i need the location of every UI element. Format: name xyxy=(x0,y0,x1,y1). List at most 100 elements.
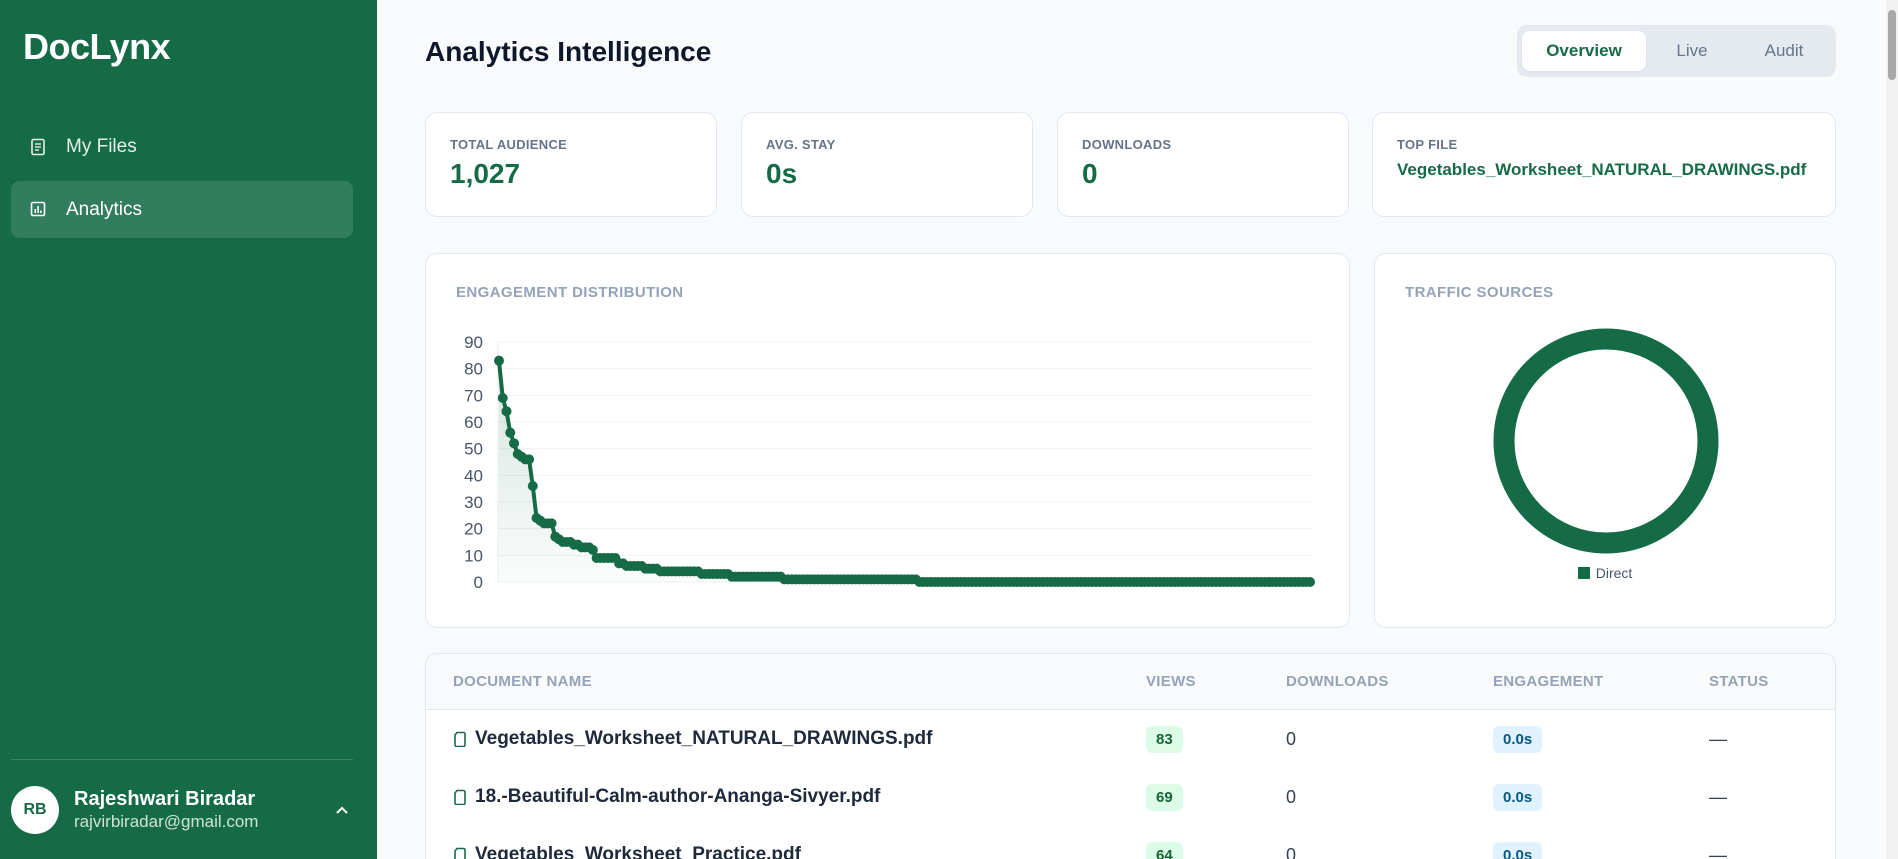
engagement-cell: 0.0s xyxy=(1493,826,1543,859)
engagement-cell: 0.0s xyxy=(1493,710,1543,768)
engagement-chart-card: ENGAGEMENT DISTRIBUTION 0 10 20 30 40 50 60 70 8… xyxy=(425,253,1350,628)
legend-swatch xyxy=(1577,567,1590,579)
y-tick-label: 30 xyxy=(464,493,483,512)
views-badge: 69 xyxy=(1146,783,1183,811)
stat-value: 0 xyxy=(1082,158,1098,189)
sidebar-item-analytics[interactable]: Analytics xyxy=(11,181,353,238)
chevron-up-icon[interactable] xyxy=(331,799,353,821)
y-tick-label: 70 xyxy=(464,386,483,405)
user-info: Rajeshwari Biradar rajvirbiradar@gmail.c… xyxy=(74,787,331,833)
data-point xyxy=(527,481,538,491)
column-header-status[interactable]: STATUS xyxy=(1709,673,1769,690)
document-name: Vegetables_Worksheet_Practice.pdf xyxy=(475,844,801,859)
status-cell: — xyxy=(1709,786,1727,807)
y-tick-label: 0 xyxy=(474,573,483,592)
status-cell: — xyxy=(1709,844,1727,859)
engagement-line-chart: 0 10 20 30 40 50 60 70 80 90 xyxy=(464,333,1315,592)
traffic-sources-card: TRAFFIC SOURCES Direct xyxy=(1374,253,1836,628)
table-row[interactable]: 18.-Beautiful-Calm-author-Ananga-Sivyer.… xyxy=(426,768,1835,826)
stat-card-total-audience: TOTAL AUDIENCE 1,027 xyxy=(425,112,717,217)
series-area xyxy=(499,360,1310,582)
column-header-document-name[interactable]: DOCUMENT NAME xyxy=(453,673,592,690)
sidebar-item-my-files[interactable]: My Files xyxy=(11,118,353,175)
view-tabs: Overview Live Audit xyxy=(1517,25,1836,77)
status-cell: — xyxy=(1709,728,1727,749)
table-row[interactable]: Vegetables_Worksheet_Practice.pdf 64 0 0… xyxy=(426,826,1835,859)
stat-card-avg-stay: AVG. STAY 0s xyxy=(741,112,1033,217)
sidebar-item-label: My Files xyxy=(66,135,137,157)
document-icon xyxy=(30,138,48,156)
table-body: Vegetables_Worksheet_NATURAL_DRAWINGS.pd… xyxy=(426,710,1835,859)
document-name-cell[interactable]: Vegetables_Worksheet_Practice.pdf xyxy=(453,826,801,859)
chart-legend[interactable]: Direct xyxy=(1375,565,1835,581)
scrollbar-thumb[interactable] xyxy=(1888,10,1896,80)
data-point xyxy=(1305,577,1315,587)
views-cell: 83 xyxy=(1146,710,1183,768)
y-tick-label: 20 xyxy=(464,520,483,539)
stat-label: DOWNLOADS xyxy=(1082,137,1172,152)
table-row[interactable]: Vegetables_Worksheet_NATURAL_DRAWINGS.pd… xyxy=(426,710,1835,768)
data-point xyxy=(587,545,598,555)
downloads-cell: 0 xyxy=(1286,728,1297,749)
data-point xyxy=(501,406,512,417)
tab-overview[interactable]: Overview xyxy=(1522,31,1646,71)
brand-logo[interactable]: DocLynx xyxy=(23,26,171,67)
page-scrollbar[interactable] xyxy=(1886,0,1898,859)
y-tick-label: 60 xyxy=(464,413,483,432)
downloads-cell: 0 xyxy=(1286,786,1297,807)
donut-slice-direct[interactable] xyxy=(1493,328,1719,554)
traffic-donut-chart xyxy=(1493,328,1719,554)
data-point xyxy=(524,454,535,465)
engagement-badge: 0.0s xyxy=(1493,841,1543,859)
stat-label: TOTAL AUDIENCE xyxy=(450,137,568,152)
y-tick-label: 10 xyxy=(464,546,483,565)
data-point xyxy=(497,393,508,403)
file-icon xyxy=(453,847,467,859)
documents-table: DOCUMENT NAME VIEWS DOWNLOADS ENGAGEMENT… xyxy=(425,653,1836,859)
sidebar-divider xyxy=(11,759,353,760)
views-cell: 69 xyxy=(1146,768,1183,826)
engagement-badge: 0.0s xyxy=(1493,783,1543,811)
views-badge: 64 xyxy=(1146,841,1183,859)
column-header-engagement[interactable]: ENGAGEMENT xyxy=(1493,673,1604,690)
file-icon xyxy=(453,731,467,747)
y-tick-label: 50 xyxy=(464,440,483,459)
avatar: RB xyxy=(11,786,59,834)
user-menu[interactable]: RB Rajeshwari Biradar rajvirbiradar@gmai… xyxy=(11,784,353,836)
views-badge: 83 xyxy=(1146,725,1183,753)
stat-label: TOP FILE xyxy=(1397,137,1458,152)
document-name-cell[interactable]: Vegetables_Worksheet_NATURAL_DRAWINGS.pd… xyxy=(453,710,933,768)
stat-value[interactable]: Vegetables_Worksheet_NATURAL_DRAWINGS.pd… xyxy=(1397,160,1807,179)
y-tick-label: 40 xyxy=(464,466,483,485)
column-header-downloads[interactable]: DOWNLOADS xyxy=(1286,673,1389,690)
document-name: 18.-Beautiful-Calm-author-Ananga-Sivyer.… xyxy=(475,786,881,807)
sidebar-item-label: Analytics xyxy=(66,198,143,220)
engagement-badge: 0.0s xyxy=(1493,725,1543,753)
data-point xyxy=(494,355,504,366)
stat-label: AVG. STAY xyxy=(766,137,836,152)
views-cell: 64 xyxy=(1146,826,1183,859)
page-title: Analytics Intelligence xyxy=(425,36,712,67)
document-name: Vegetables_Worksheet_NATURAL_DRAWINGS.pd… xyxy=(475,728,933,749)
downloads-cell: 0 xyxy=(1286,844,1297,859)
document-name-cell[interactable]: 18.-Beautiful-Calm-author-Ananga-Sivyer.… xyxy=(453,768,880,826)
legend-label: Direct xyxy=(1595,565,1633,581)
stat-card-downloads: DOWNLOADS 0 xyxy=(1057,112,1349,217)
user-name: Rajeshwari Biradar xyxy=(74,788,256,810)
table-header: DOCUMENT NAME VIEWS DOWNLOADS ENGAGEMENT… xyxy=(426,654,1835,710)
tab-audit[interactable]: Audit xyxy=(1764,41,1804,60)
engagement-cell: 0.0s xyxy=(1493,768,1543,826)
stat-value: 0s xyxy=(766,158,798,189)
chart-title: ENGAGEMENT DISTRIBUTION xyxy=(456,284,684,301)
stat-value: 1,027 xyxy=(450,158,521,189)
bar-chart-icon xyxy=(30,201,48,219)
stat-card-top-file: TOP FILE Vegetables_Worksheet_NATURAL_DR… xyxy=(1372,112,1836,217)
tab-live[interactable]: Live xyxy=(1676,41,1708,60)
chart-title: TRAFFIC SOURCES xyxy=(1405,284,1554,301)
y-tick-label: 80 xyxy=(464,360,483,379)
data-point xyxy=(546,518,557,529)
file-icon xyxy=(453,789,467,805)
column-header-views[interactable]: VIEWS xyxy=(1146,673,1196,690)
user-email: rajvirbiradar@gmail.com xyxy=(74,812,259,831)
y-tick-label: 90 xyxy=(464,333,483,352)
